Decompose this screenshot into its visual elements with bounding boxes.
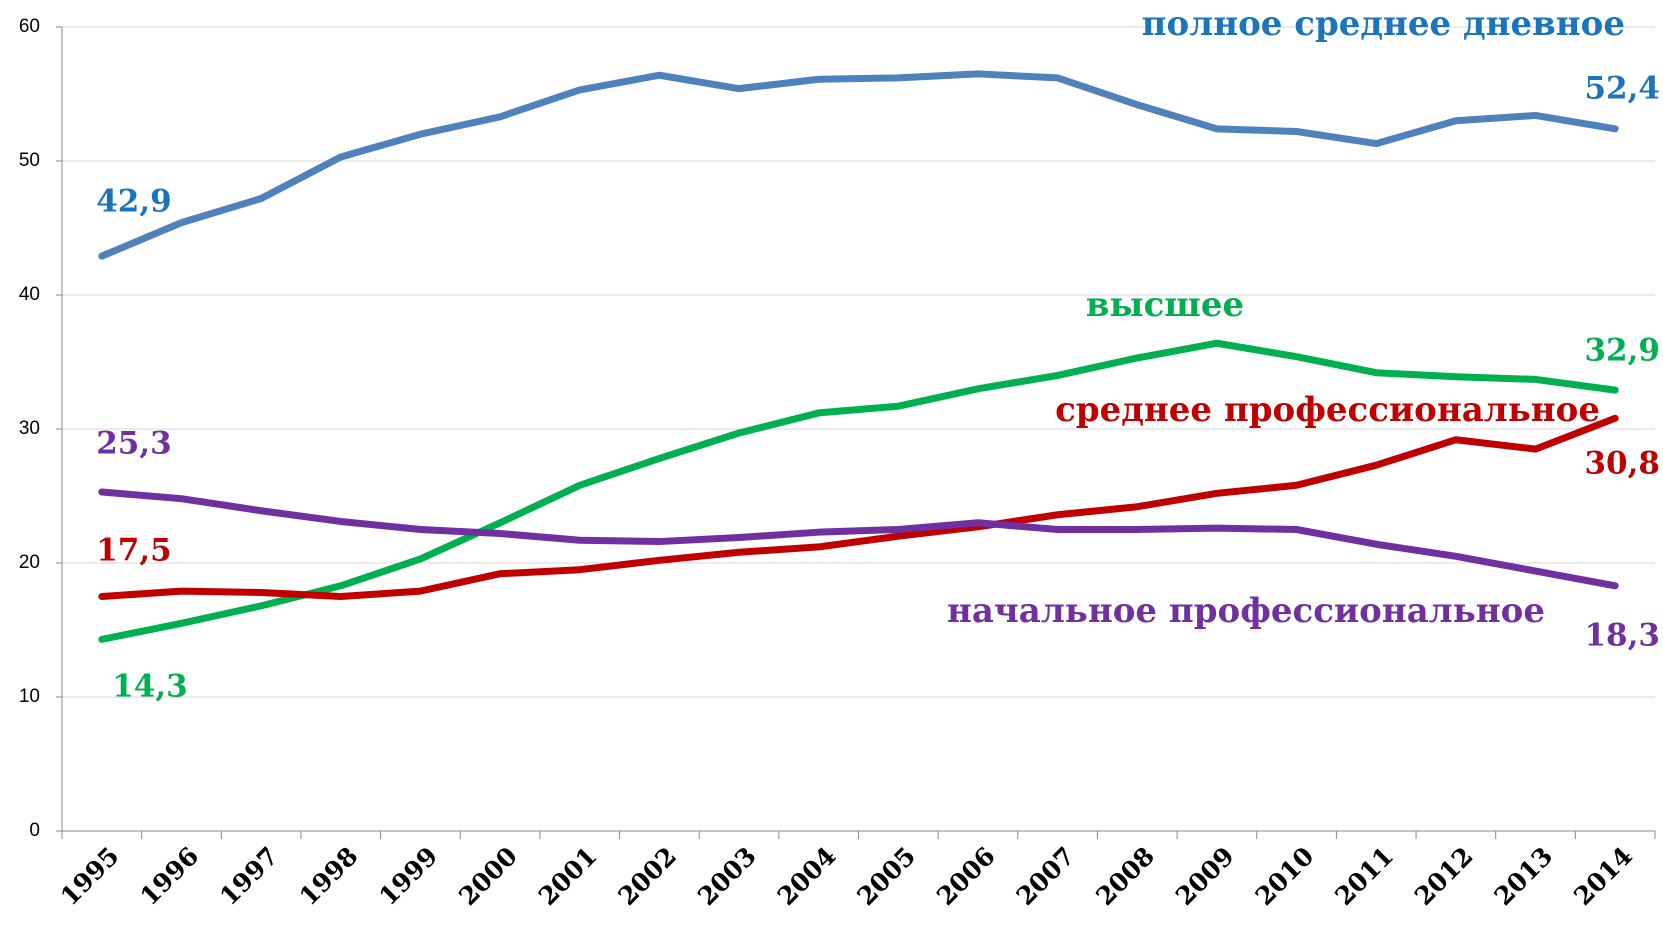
x-tick-label: 2000 (453, 841, 523, 911)
x-tick-label: 1996 (135, 841, 205, 911)
x-tick-label: 2003 (692, 841, 762, 911)
y-tick-label: 30 (19, 418, 40, 439)
series-line (98, 339, 1619, 643)
y-tick-label: 60 (19, 16, 40, 37)
x-tick-label: 2005 (851, 841, 921, 911)
x-tick-label: 2012 (1409, 841, 1479, 911)
x-tick-label: 2009 (1170, 841, 1240, 911)
y-tick-label: 20 (19, 552, 40, 573)
series-line (98, 414, 1619, 600)
series-label: полное среднее дневное (1142, 4, 1625, 44)
series-label: начальное профессиональное (947, 591, 1545, 631)
value-label: 32,9 (1584, 333, 1660, 369)
series-label: среднее профессиональное (1055, 390, 1600, 430)
value-label: 14,3 (112, 669, 188, 705)
y-tick-label: 40 (19, 284, 40, 305)
series-line (98, 488, 1619, 590)
y-tick-label: 0 (29, 820, 40, 841)
series-line (98, 70, 1619, 260)
y-tick-label: 50 (19, 150, 40, 171)
x-tick-label: 1999 (374, 841, 444, 911)
value-label: 18,3 (1584, 618, 1660, 654)
value-label: 52,4 (1584, 71, 1660, 107)
y-tick-label: 10 (19, 686, 40, 707)
x-tick-label: 2010 (1250, 841, 1320, 911)
x-tick-label: 2013 (1489, 841, 1559, 911)
value-label: 42,9 (96, 184, 172, 220)
x-tick-label: 2011 (1329, 841, 1399, 911)
x-tick-label: 2004 (772, 841, 842, 911)
x-tick-label: 1998 (294, 841, 364, 911)
x-tick-label: 2002 (612, 841, 682, 911)
x-tick-label: 1995 (55, 841, 125, 911)
value-label: 17,5 (96, 533, 172, 569)
series-label: высшее (1086, 285, 1244, 325)
x-tick-label: 1997 (214, 841, 284, 911)
value-label: 25,3 (96, 426, 172, 462)
x-tick-label: 2014 (1568, 841, 1638, 911)
x-tick-label: 2008 (1090, 841, 1160, 911)
x-tick-label: 2001 (533, 841, 603, 911)
x-tick-label: 2006 (931, 841, 1001, 911)
x-tick-label: 2007 (1011, 841, 1081, 911)
value-label: 30,8 (1584, 446, 1660, 482)
